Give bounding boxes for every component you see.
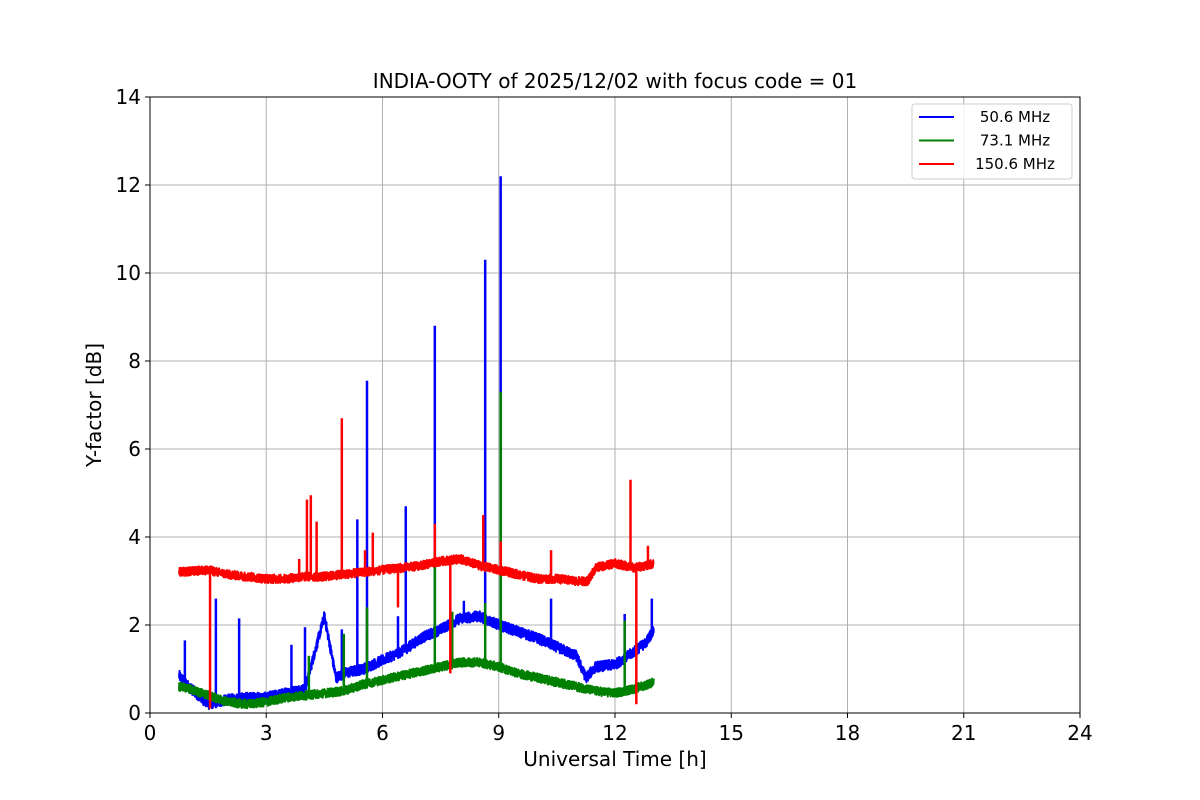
- x-tick-label: 0: [144, 721, 157, 745]
- legend-label: 50.6 MHz: [980, 108, 1050, 126]
- x-tick-label: 24: [1067, 721, 1092, 745]
- x-tick-label: 3: [260, 721, 273, 745]
- x-tick-label: 18: [835, 721, 860, 745]
- chart-title: INDIA-OOTY of 2025/12/02 with focus code…: [373, 69, 857, 93]
- legend: 50.6 MHz 73.1 MHz 150.6 MHz: [911, 103, 1073, 180]
- x-tick-label: 15: [719, 721, 744, 745]
- y-tick-label: 2: [128, 613, 141, 637]
- x-tick-label: 9: [492, 721, 505, 745]
- series-line: [178, 610, 655, 710]
- y-axis-label: Y-factor [dB]: [82, 343, 106, 468]
- y-tick-label: 8: [128, 349, 141, 373]
- y-tick-label: 12: [116, 173, 141, 197]
- y-tick-label: 0: [128, 701, 141, 725]
- legend-box: [911, 103, 1073, 180]
- y-tick-label: 10: [116, 261, 141, 285]
- data-series-group: [178, 176, 655, 710]
- y-tick-label: 14: [116, 85, 141, 109]
- series-line: [178, 554, 655, 587]
- series-150-6-mhz: [178, 418, 655, 709]
- x-tick-label: 21: [951, 721, 976, 745]
- x-axis-label: Universal Time [h]: [523, 747, 706, 771]
- y-tick-label: 6: [128, 437, 141, 461]
- series-line: [178, 657, 655, 710]
- series-73-1-mhz: [178, 391, 655, 710]
- x-tick-label: 6: [376, 721, 389, 745]
- legend-label: 73.1 MHz: [980, 132, 1050, 150]
- legend-label: 150.6 MHz: [975, 155, 1055, 173]
- legend-entries: 50.6 MHz 73.1 MHz 150.6 MHz: [919, 108, 1055, 173]
- y-tick-label: 4: [128, 525, 141, 549]
- x-tick-label: 12: [602, 721, 627, 745]
